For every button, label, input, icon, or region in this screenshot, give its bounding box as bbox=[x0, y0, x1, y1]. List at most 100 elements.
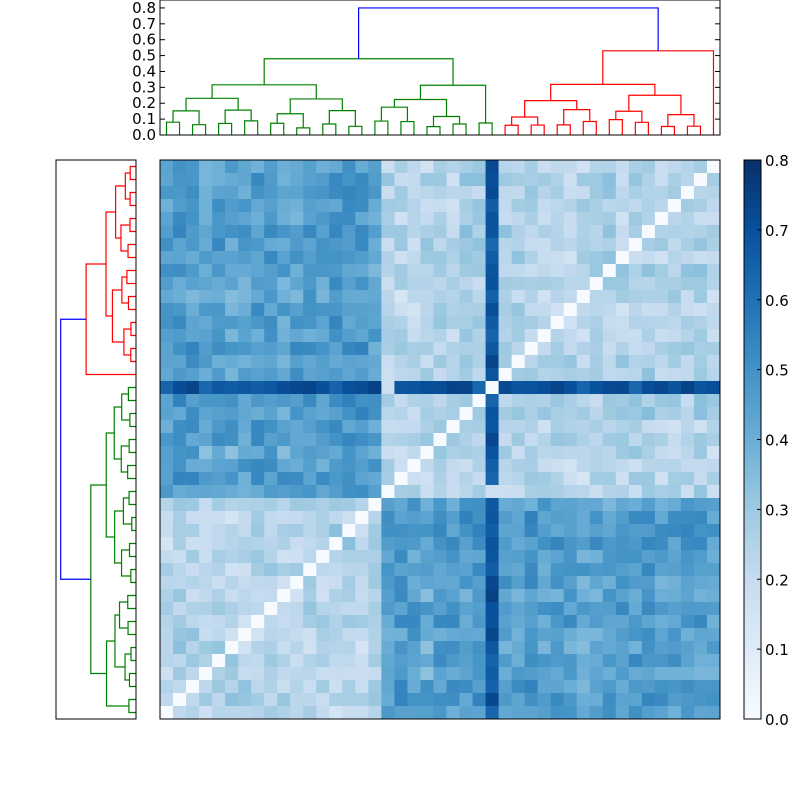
heatmap-cell bbox=[537, 238, 552, 252]
heatmap-cell bbox=[589, 277, 604, 291]
heatmap-cell bbox=[199, 290, 213, 304]
heatmap-cell bbox=[355, 537, 369, 551]
heatmap-cell bbox=[589, 472, 604, 486]
dendrogram-link bbox=[602, 50, 715, 135]
heatmap-cell bbox=[654, 459, 669, 473]
heatmap-cell bbox=[602, 667, 617, 681]
heatmap-cell bbox=[706, 303, 721, 317]
heatmap-cell bbox=[251, 251, 265, 265]
colorbar-tick-label: 0.0 bbox=[765, 711, 789, 729]
heatmap-cell bbox=[212, 355, 226, 369]
heatmap-cell bbox=[498, 537, 512, 551]
heatmap-cell bbox=[472, 277, 486, 291]
heatmap-cell bbox=[407, 381, 421, 395]
heatmap-cell bbox=[563, 576, 578, 590]
heatmap-cell bbox=[277, 394, 291, 408]
heatmap-cell bbox=[290, 186, 304, 200]
heatmap-cell bbox=[563, 654, 578, 668]
heatmap-cell bbox=[316, 693, 330, 707]
heatmap-cell bbox=[641, 511, 656, 525]
heatmap-cell bbox=[576, 511, 591, 525]
heatmap-cell bbox=[251, 420, 265, 434]
heatmap-cell bbox=[381, 459, 395, 473]
heatmap-cell bbox=[680, 407, 695, 421]
dendrogram-link bbox=[129, 217, 136, 233]
heatmap-cell bbox=[186, 433, 200, 447]
heatmap-cell bbox=[706, 251, 721, 265]
heatmap-cell bbox=[537, 342, 552, 356]
heatmap-cell bbox=[537, 407, 552, 421]
heatmap-cell bbox=[316, 394, 330, 408]
heatmap-cell bbox=[329, 264, 343, 278]
heatmap-cell bbox=[680, 667, 695, 681]
heatmap-cell bbox=[303, 498, 317, 512]
heatmap-cell bbox=[628, 238, 643, 252]
heatmap-cell bbox=[459, 381, 473, 395]
heatmap-cell bbox=[576, 667, 591, 681]
heatmap-cell bbox=[420, 563, 434, 577]
heatmap-cell bbox=[537, 654, 552, 668]
heatmap-cell bbox=[602, 641, 617, 655]
heatmap-cell bbox=[485, 368, 499, 382]
heatmap-cell bbox=[693, 459, 708, 473]
heatmap-cell bbox=[199, 186, 213, 200]
heatmap-cell bbox=[225, 212, 239, 226]
heatmap-cell bbox=[277, 368, 291, 382]
heatmap-cell bbox=[433, 368, 447, 382]
heatmap-cell bbox=[420, 576, 434, 590]
heatmap-cell bbox=[524, 615, 539, 629]
heatmap-cell bbox=[563, 199, 578, 213]
heatmap-cell bbox=[563, 264, 578, 278]
heatmap-cell bbox=[381, 472, 395, 486]
heatmap-cell bbox=[160, 238, 174, 252]
heatmap-cell bbox=[238, 615, 252, 629]
heatmap-cell bbox=[693, 329, 708, 343]
heatmap-cell bbox=[524, 290, 539, 304]
heatmap-cell bbox=[589, 290, 604, 304]
heatmap-cell bbox=[173, 355, 187, 369]
heatmap-cell bbox=[641, 654, 656, 668]
heatmap-cell bbox=[433, 225, 447, 239]
heatmap-cell bbox=[381, 355, 395, 369]
heatmap-cell bbox=[693, 277, 708, 291]
heatmap-cell bbox=[368, 576, 382, 590]
heatmap-cell bbox=[680, 264, 695, 278]
heatmap-cell bbox=[368, 355, 382, 369]
heatmap-cell bbox=[589, 563, 604, 577]
heatmap-cell bbox=[251, 186, 265, 200]
heatmap-cell bbox=[459, 394, 473, 408]
heatmap-cell bbox=[264, 706, 278, 720]
heatmap-cell bbox=[186, 264, 200, 278]
heatmap-cell bbox=[329, 277, 343, 291]
heatmap-cell bbox=[160, 589, 174, 603]
heatmap-cell bbox=[472, 381, 486, 395]
heatmap-cell bbox=[654, 433, 669, 447]
heatmap-cell bbox=[407, 498, 421, 512]
heatmap-cell bbox=[654, 160, 669, 174]
heatmap-cell bbox=[550, 576, 565, 590]
heatmap-cell bbox=[446, 251, 460, 265]
heatmap-cell bbox=[628, 264, 643, 278]
heatmap-cell bbox=[615, 355, 630, 369]
heatmap-cell bbox=[537, 511, 552, 525]
heatmap-cell bbox=[290, 511, 304, 525]
heatmap-cell bbox=[342, 680, 356, 694]
heatmap-cell bbox=[589, 524, 604, 538]
heatmap-cell bbox=[602, 498, 617, 512]
heatmap-cell bbox=[264, 290, 278, 304]
heatmap-cell bbox=[316, 420, 330, 434]
heatmap-cell bbox=[186, 160, 200, 174]
heatmap-cell bbox=[394, 407, 408, 421]
heatmap-cell bbox=[563, 485, 578, 499]
heatmap-cell bbox=[524, 459, 539, 473]
dendrogram-link bbox=[114, 510, 124, 564]
heatmap-cell bbox=[433, 537, 447, 551]
heatmap-cell bbox=[225, 238, 239, 252]
heatmap-cell bbox=[589, 329, 604, 343]
heatmap-cell bbox=[238, 394, 252, 408]
heatmap-cell bbox=[641, 355, 656, 369]
heatmap-cell bbox=[277, 173, 291, 187]
heatmap-cell bbox=[355, 199, 369, 213]
heatmap-cell bbox=[589, 459, 604, 473]
heatmap-cell bbox=[277, 693, 291, 707]
